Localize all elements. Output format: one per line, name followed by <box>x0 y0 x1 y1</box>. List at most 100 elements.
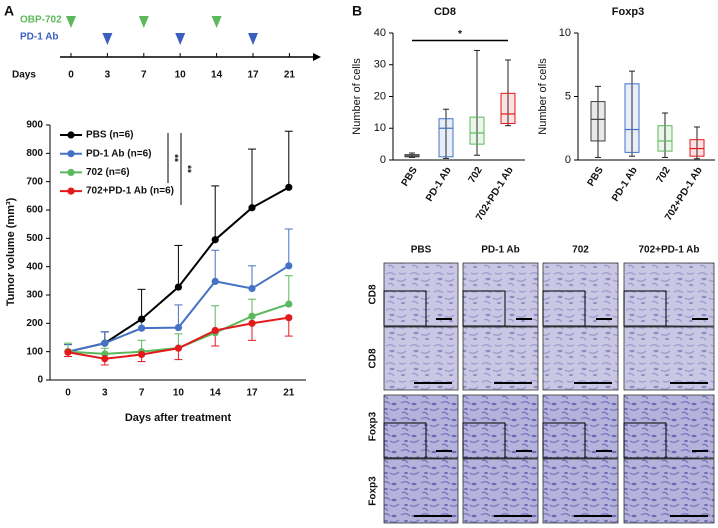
x-tick-label: 3 <box>102 388 108 399</box>
data-point <box>174 323 182 332</box>
box <box>590 101 606 142</box>
inset-box <box>623 290 667 327</box>
x-tick-label: PD-1 Ab <box>424 165 454 204</box>
row-label: CD8 <box>368 284 379 304</box>
y-tick-label: 600 <box>26 205 43 216</box>
inset-box <box>462 422 506 459</box>
error-bar <box>248 265 256 289</box>
annotation: ** <box>168 154 179 162</box>
micrograph <box>462 458 539 524</box>
panel-label: B <box>352 3 362 19</box>
legend-label: PBS (n=6) <box>86 130 134 141</box>
data-point <box>285 262 293 270</box>
legend-marker <box>67 187 75 195</box>
box <box>689 139 705 157</box>
legend-label: 702+PD-1 Ab (n=6) <box>86 186 174 197</box>
inset-box <box>383 422 427 459</box>
error-bar <box>211 185 220 240</box>
x-tick-label: 14 <box>210 388 222 399</box>
legend-label: PD-1 Ab (n=6) <box>86 148 151 159</box>
micrograph <box>383 394 459 459</box>
data-point <box>285 300 293 308</box>
x-tick-label: PBS <box>400 165 420 189</box>
row-label: CD8 <box>368 348 379 368</box>
x-tick-label: 0 <box>65 388 71 399</box>
box <box>657 125 673 152</box>
timeline-axis-label: Days <box>12 70 36 81</box>
treatment-label: OBP-702 <box>20 15 62 26</box>
error-bar <box>137 288 146 320</box>
y-tick-label: 10 <box>559 27 571 39</box>
data-point <box>101 339 109 347</box>
data-point <box>138 315 146 323</box>
row-label: Foxp3 <box>368 411 379 441</box>
micrograph <box>462 326 539 391</box>
treatment-marker <box>102 33 113 45</box>
micrograph <box>542 262 619 327</box>
micrograph <box>623 326 715 391</box>
treatment-marker <box>138 16 149 28</box>
y-tick-label: 0 <box>37 375 43 386</box>
data-point <box>248 312 256 320</box>
micrograph <box>383 458 459 524</box>
x-axis-title: Days after treatment <box>125 412 232 424</box>
y-tick-label: 30 <box>374 59 386 71</box>
box <box>469 116 485 145</box>
inset-box <box>623 422 667 459</box>
treatment-label: PD-1 Ab <box>20 32 59 43</box>
y-tick-label: 700 <box>26 176 43 187</box>
y-tick-label: 100 <box>26 346 43 357</box>
panel-label: A <box>4 3 14 19</box>
treatment-marker <box>248 33 258 45</box>
x-tick-label: 10 <box>173 388 185 399</box>
y-axis-title: Number of cells <box>537 58 549 135</box>
timeline-tick-label: 10 <box>175 70 187 81</box>
data-point <box>64 348 72 356</box>
data-point <box>174 283 182 291</box>
data-point <box>211 236 219 244</box>
micrograph <box>623 262 715 327</box>
data-point <box>285 183 293 191</box>
data-point <box>248 284 256 293</box>
box <box>438 118 454 158</box>
micrograph <box>383 326 459 391</box>
chart-title: CD8 <box>434 6 456 18</box>
x-tick-label: 702 <box>655 165 673 185</box>
inset-box <box>542 422 586 459</box>
data-point <box>211 326 219 335</box>
error-bar <box>174 244 183 288</box>
y-tick-label: 0 <box>565 154 571 166</box>
micrograph <box>542 326 619 391</box>
column-header: 702+PD-1 Ab <box>638 245 699 256</box>
x-tick-label: 17 <box>246 388 258 399</box>
column-header: PBS <box>411 245 432 256</box>
data-point <box>248 204 256 212</box>
y-axis-title: Tumor volume (mm³) <box>5 197 17 306</box>
treatment-marker <box>211 16 222 28</box>
column-header: 702 <box>572 245 589 256</box>
timeline-tick-label: 7 <box>141 70 147 81</box>
inset-box <box>383 290 427 327</box>
y-tick-label: 5 <box>565 90 571 102</box>
micrograph <box>623 458 715 524</box>
x-tick-label: 21 <box>283 388 295 399</box>
timeline-arrow <box>313 53 321 61</box>
error-bar <box>174 304 183 328</box>
legend-label: 702 (n=6) <box>86 167 130 178</box>
micrograph <box>542 394 619 459</box>
error-bar <box>284 275 293 305</box>
data-point <box>174 344 182 352</box>
error-bar <box>211 249 220 282</box>
x-tick-label: 702 <box>467 165 485 185</box>
y-tick-label: 500 <box>26 233 43 244</box>
inset-box <box>542 290 586 327</box>
timeline-tick-label: 0 <box>68 70 74 81</box>
y-tick-label: 300 <box>26 290 43 301</box>
y-tick-label: 400 <box>26 261 43 272</box>
x-tick-label: PBS <box>586 165 606 189</box>
y-axis-title: Number of cells <box>351 58 363 135</box>
micrograph <box>542 458 619 524</box>
annotation: * <box>458 29 462 40</box>
column-header: PD-1 Ab <box>481 245 520 256</box>
y-tick-label: 800 <box>26 148 43 159</box>
